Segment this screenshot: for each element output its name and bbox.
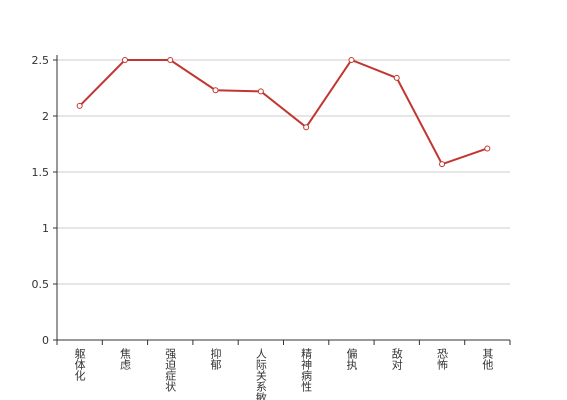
x-tick-label: 焦虑 [118, 348, 131, 370]
x-tick-label: 抑郁 [209, 347, 222, 370]
y-tick-label: 0 [42, 334, 49, 347]
x-tick-label: 人际关系敏感 [254, 348, 267, 400]
y-tick-label: 0.5 [32, 278, 50, 291]
x-tick-label: 恐怖 [436, 348, 449, 370]
point [439, 161, 446, 168]
point [348, 57, 355, 63]
point [121, 57, 128, 63]
x-tick-label: 精神病性 [300, 348, 313, 393]
point [484, 145, 491, 152]
point [303, 124, 310, 131]
y-tick-label: 1 [42, 222, 49, 235]
y-tick-label: 2.5 [32, 54, 50, 67]
y-tick-label: 1.5 [32, 166, 50, 179]
point [393, 74, 400, 81]
x-tick-label: 敌对 [390, 347, 403, 370]
point [257, 88, 264, 95]
point [212, 87, 219, 94]
x-tick-label: 偏执 [345, 347, 358, 371]
line [78, 58, 488, 166]
point [167, 57, 174, 63]
point [76, 102, 83, 109]
x-tick-label: 其他 [481, 348, 494, 370]
x-tick-label: 强迫症状 [164, 348, 177, 392]
y-tick-label: 2 [42, 110, 49, 123]
x-tick-label: 躯体化 [73, 348, 86, 382]
